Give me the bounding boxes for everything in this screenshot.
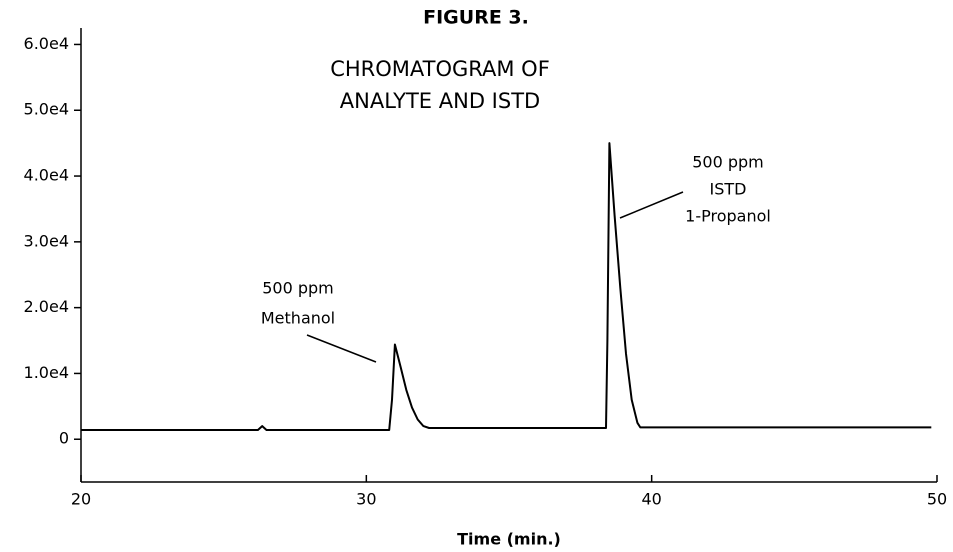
y-tick-label: 0 <box>59 429 69 448</box>
x-tick-label: 30 <box>356 490 376 509</box>
y-tick-label: 1.0e4 <box>24 363 69 382</box>
x-axis-label: Time (min.) <box>457 530 561 549</box>
chromatogram-line <box>81 142 932 431</box>
x-tick-label: 50 <box>927 490 947 509</box>
annotation: ISTD <box>710 180 747 199</box>
chart-title: FIGURE 3. <box>423 7 529 29</box>
annotation: 1-Propanol <box>685 207 771 226</box>
annotation: 500 ppm <box>692 153 764 172</box>
x-tick-label: 40 <box>641 490 661 509</box>
y-tick-label: 5.0e4 <box>24 100 69 119</box>
leader-line <box>306 334 377 363</box>
y-tick-label: 3.0e4 <box>24 231 69 250</box>
y-tick-label: 2.0e4 <box>24 297 69 316</box>
chart-subtitle: CHROMATOGRAM OF <box>330 57 550 81</box>
y-tick-label: 6.0e4 <box>24 34 69 53</box>
y-tick-label: 4.0e4 <box>24 166 69 185</box>
annotation: 500 ppm <box>262 279 334 298</box>
leader-line <box>619 191 684 219</box>
chart-subtitle: ANALYTE AND ISTD <box>340 89 540 113</box>
x-tick-label: 20 <box>71 490 91 509</box>
annotation: Methanol <box>261 309 335 328</box>
